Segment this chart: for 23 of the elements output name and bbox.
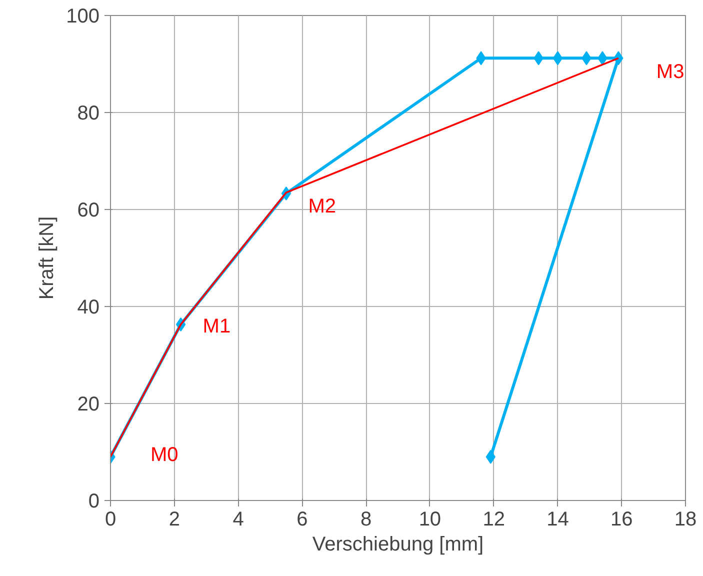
x-tick-label: 18 xyxy=(674,508,697,530)
x-tick-label: 6 xyxy=(296,508,308,530)
x-axis-title: Verschiebung [mm] xyxy=(312,534,484,556)
y-axis-title: Kraft [kN] xyxy=(36,216,58,300)
x-tick-label: 4 xyxy=(232,508,244,530)
y-tick-label: 80 xyxy=(77,102,100,124)
x-tick-label: 8 xyxy=(360,508,372,530)
x-tick-label: 16 xyxy=(610,508,633,530)
annotation: M3 xyxy=(656,61,684,84)
y-tick-label: 0 xyxy=(88,490,100,512)
annotation: M0 xyxy=(150,444,178,466)
x-tick-label: 10 xyxy=(418,508,442,530)
annotation: M2 xyxy=(308,196,336,218)
point xyxy=(552,51,563,66)
x-tick-label: 0 xyxy=(104,508,116,530)
y-tick-label: 20 xyxy=(77,394,100,416)
x-tick-label: 2 xyxy=(168,508,180,530)
x-tick-label: 14 xyxy=(546,508,569,530)
x-tick-label: 12 xyxy=(482,508,505,530)
y-tick-label: 40 xyxy=(77,296,100,318)
y-tick-label: 100 xyxy=(66,6,100,28)
y-tick-label: 60 xyxy=(77,200,100,222)
annotation: M1 xyxy=(202,315,231,338)
